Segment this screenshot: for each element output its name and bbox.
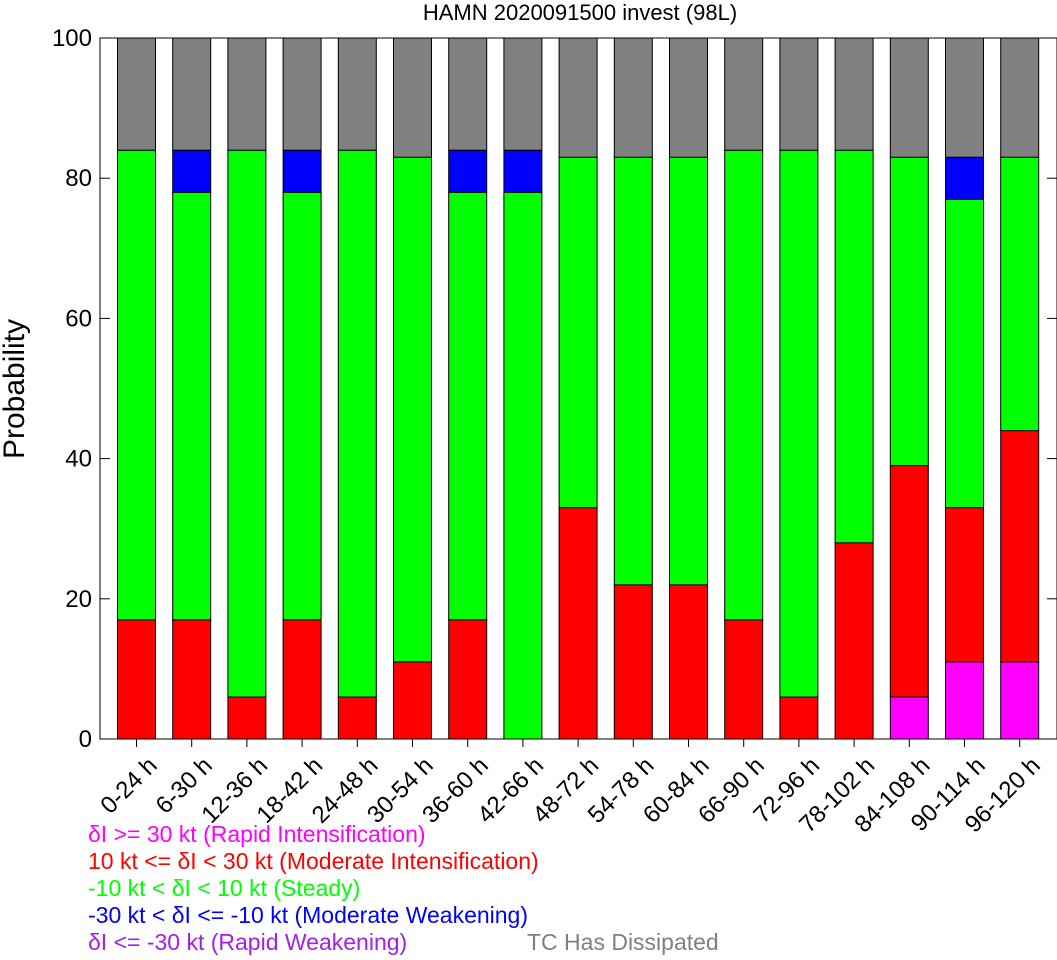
bar-st-15: [945, 198, 984, 509]
y-axis-label: Probability: [0, 319, 31, 459]
y-tick-label: 60: [65, 305, 92, 332]
bar-dis-7: [503, 37, 543, 151]
x-tick-label: 0-24 h: [95, 752, 162, 819]
bar-mi-6: [448, 619, 488, 740]
bar-dis-8: [558, 37, 598, 158]
legend-ri: δI >= 30 kt (Rapid Intensification): [88, 821, 426, 847]
bar-dis-1: [172, 37, 212, 151]
bar-st-4: [337, 149, 377, 698]
bar-mi-2: [227, 696, 267, 740]
bar-mi-9: [613, 584, 653, 740]
bar-st-0: [117, 149, 156, 621]
bar-st-16: [1000, 156, 1040, 432]
bar-mi-3: [282, 619, 322, 740]
bar-mi-10: [669, 584, 708, 740]
bar-ri-15: [945, 661, 984, 740]
bar-mi-13: [834, 542, 874, 740]
legend-steady: -10 kt < δI < 10 kt (Steady): [88, 875, 361, 901]
bar-mi-8: [558, 507, 598, 740]
legend-mi: 10 kt <= δI < 30 kt (Moderate Intensific…: [88, 848, 539, 874]
y-tick-label: 0: [79, 726, 92, 753]
bar-mw-15: [945, 156, 984, 200]
bar-st-2: [227, 149, 267, 698]
bar-dis-5: [393, 37, 432, 158]
bar-st-12: [779, 149, 819, 698]
bar-mi-5: [393, 661, 432, 740]
bar-mw-1: [172, 149, 212, 193]
bar-mw-3: [282, 149, 322, 193]
bar-mi-1: [172, 619, 212, 740]
bar-st-6: [448, 191, 488, 621]
y-tick-label: 100: [52, 25, 92, 52]
bar-dis-14: [889, 37, 929, 158]
bar-mi-0: [117, 619, 156, 740]
bar-mi-16: [1000, 430, 1040, 663]
bar-dis-15: [945, 37, 984, 158]
legend-mw: -30 kt < δI <= -10 kt (Moderate Weakenin…: [88, 902, 529, 928]
bar-st-9: [613, 156, 653, 586]
legend-rw: δI <= -30 kt (Rapid Weakening): [88, 929, 408, 955]
bar-st-8: [558, 156, 598, 509]
bar-st-10: [669, 156, 708, 586]
bar-mi-11: [724, 619, 764, 740]
y-axis: 0 20 40 60 80 100: [52, 25, 1057, 753]
bar-mi-14: [889, 465, 929, 698]
bar-mw-6: [448, 149, 488, 193]
bar-st-7: [503, 191, 543, 740]
y-tick-label: 80: [65, 165, 92, 192]
legend-dissipated: TC Has Dissipated: [527, 929, 719, 955]
bar-dis-2: [227, 37, 267, 151]
bars-group: [117, 37, 1040, 740]
bar-mi-12: [779, 696, 819, 740]
bar-dis-3: [282, 37, 322, 151]
bar-dis-0: [117, 37, 156, 151]
y-tick-label: 40: [65, 446, 92, 473]
bar-st-1: [172, 191, 212, 621]
x-axis: 0-24 h6-30 h12-36 h18-42 h24-48 h30-54 h…: [95, 739, 1046, 838]
bar-dis-13: [834, 37, 874, 151]
bar-mi-15: [945, 507, 984, 663]
bar-ri-14: [889, 696, 929, 740]
bar-dis-4: [337, 37, 377, 151]
bar-dis-11: [724, 37, 764, 151]
bar-st-5: [393, 156, 432, 663]
bar-dis-16: [1000, 37, 1040, 158]
chart-title: HAMN 2020091500 invest (98L): [423, 0, 737, 25]
bar-mi-4: [337, 696, 377, 740]
bar-st-11: [724, 149, 764, 621]
bar-dis-12: [779, 37, 819, 151]
y-tick-label: 20: [65, 586, 92, 613]
bar-st-3: [282, 191, 322, 621]
bar-dis-10: [669, 37, 708, 158]
bar-ri-16: [1000, 661, 1040, 740]
bar-dis-9: [613, 37, 653, 158]
bar-dis-6: [448, 37, 488, 151]
bar-mw-7: [503, 149, 543, 193]
bar-st-14: [889, 156, 929, 467]
bar-st-13: [834, 149, 874, 544]
